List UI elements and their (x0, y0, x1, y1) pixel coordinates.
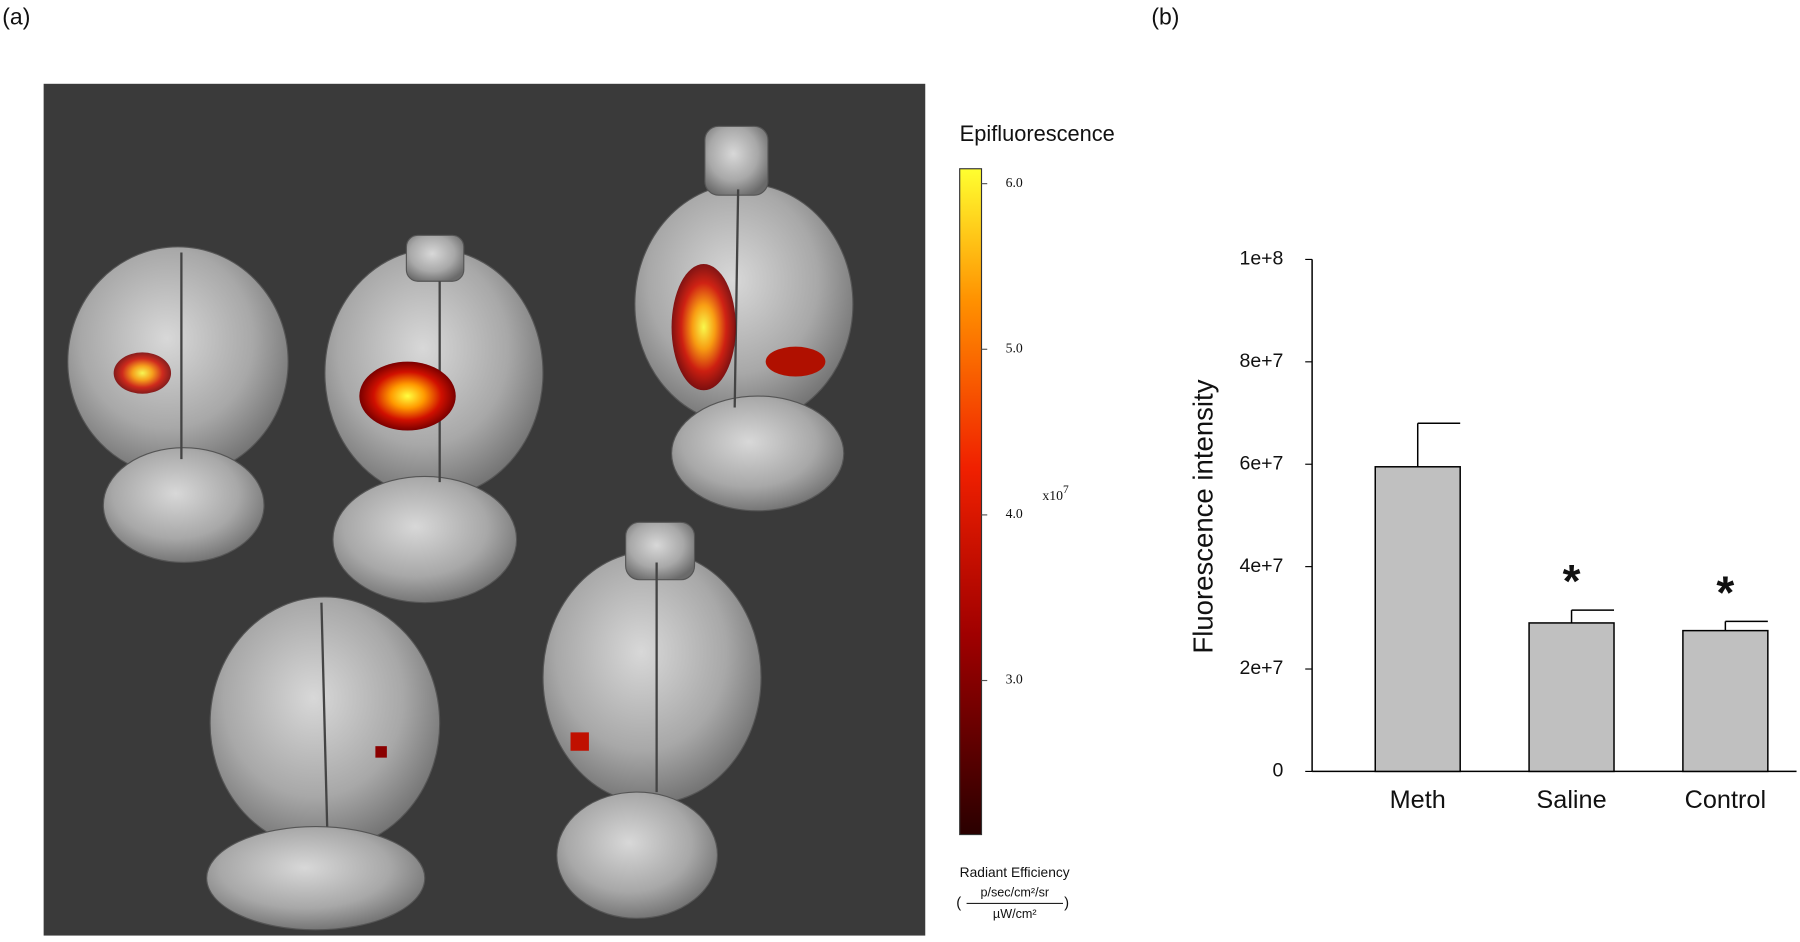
colorbar-tick-label: 3.0 (1006, 672, 1023, 687)
colorbar-multiplier: x107 (1042, 484, 1069, 503)
y-tick-label: 0 (1273, 760, 1284, 782)
colorbar-tick-label: 4.0 (1006, 506, 1023, 521)
y-tick-label: 2e+7 (1239, 657, 1283, 679)
y-tick-label: 6e+7 (1239, 452, 1283, 474)
bar (1682, 629, 1769, 773)
significance-marker: * (1716, 566, 1734, 618)
y-tick-label: 4e+7 (1239, 555, 1283, 577)
y-tick-label: 1e+8 (1239, 248, 1283, 270)
x-tick-label: Saline (1536, 786, 1606, 814)
x-tick-label: Control (1685, 786, 1766, 814)
panel-label: (b) (1151, 3, 1179, 29)
bar (1374, 466, 1461, 773)
colorbar: Epifluorescence x107 Radiant Efficiency … (956, 121, 1115, 921)
unit-title: Radiant Efficiency (960, 865, 1070, 880)
panel-label: (a) (2, 3, 30, 29)
significance-marker: * (1563, 555, 1581, 607)
bar (1528, 622, 1615, 773)
colorbar-title: Epifluorescence (960, 121, 1115, 146)
x-tick-label: Meth (1390, 786, 1446, 814)
multiplier-exponent: 7 (1063, 484, 1069, 496)
colorbar-tick-label: 5.0 (1006, 340, 1023, 355)
bar-chart: 0 2e+7 4e+7 6e+7 8e+7 1e+8 Fluorescence intens… (1188, 248, 1797, 814)
colorbar-scale (959, 168, 983, 836)
fluorescence-image (43, 83, 926, 936)
unit-paren: ) (1064, 894, 1069, 911)
unit-paren: ( (956, 894, 961, 911)
y-axis-label: Fluorescence intensity (1188, 379, 1219, 653)
unit-denominator: µW/cm² (993, 907, 1037, 921)
colorbar-tick-label: 6.0 (1006, 175, 1023, 190)
unit-numerator: p/sec/cm²/sr (980, 885, 1049, 899)
multiplier: x10 (1042, 488, 1063, 503)
y-tick-label: 8e+7 (1239, 350, 1283, 372)
